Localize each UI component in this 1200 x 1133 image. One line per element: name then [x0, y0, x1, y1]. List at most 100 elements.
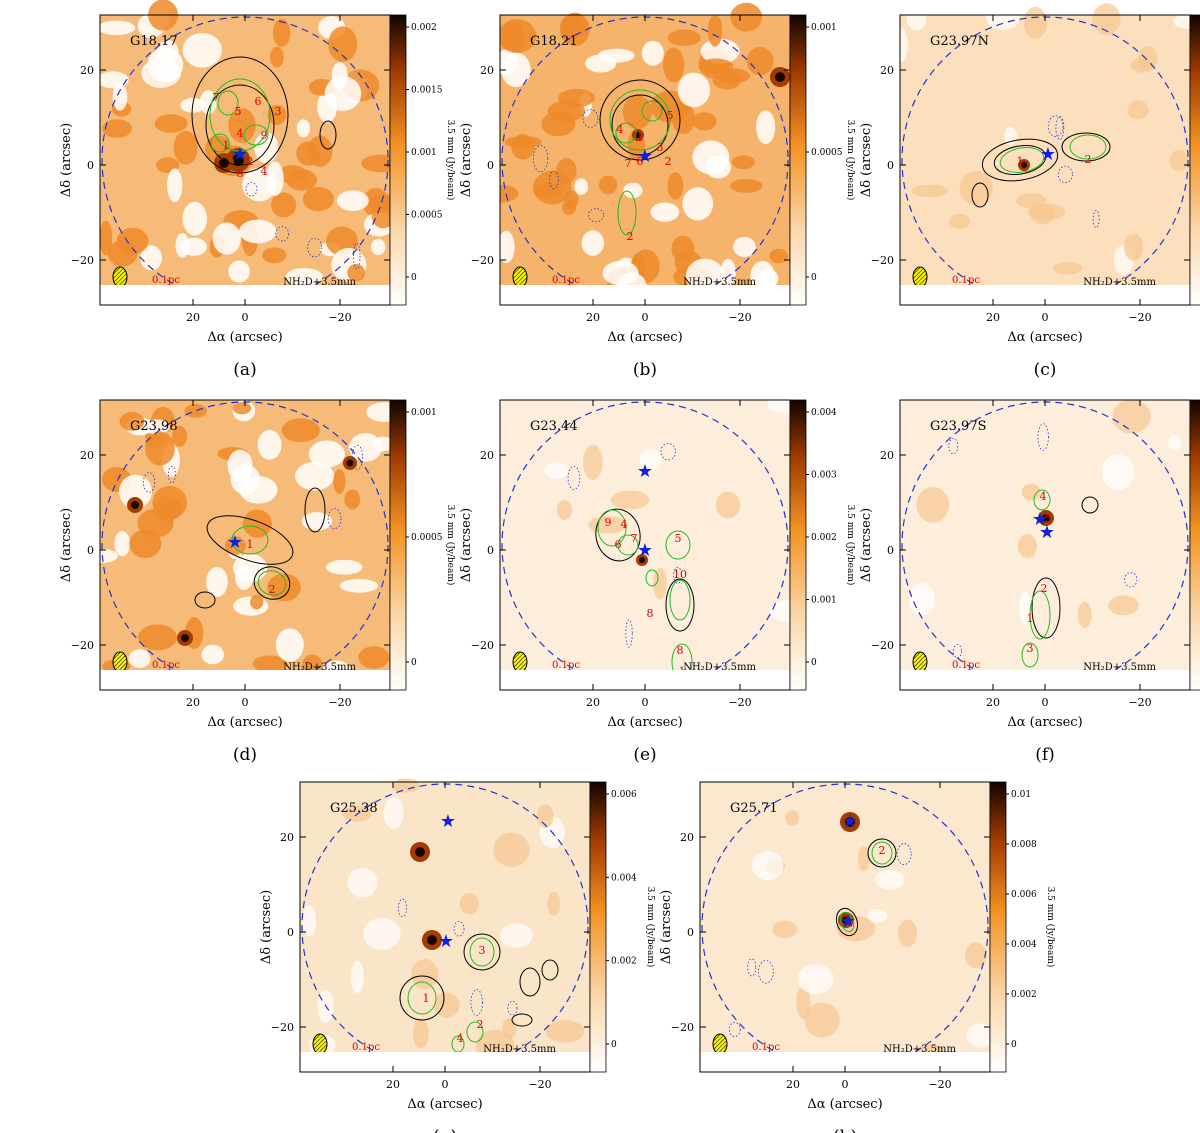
- negative-contour: [1124, 572, 1138, 588]
- star-marker: ★: [637, 540, 653, 561]
- nh2d-contour: [1081, 496, 1099, 514]
- core-label: 1: [844, 914, 851, 927]
- source-name: G23.44: [530, 419, 578, 434]
- core-label: 2: [1085, 153, 1092, 166]
- y-tick-label: 20: [480, 449, 494, 462]
- panel-e: 9 476 5 10 8 1 8 ★ ★ 0.1pc NH₂D+3.5mm G23.44 20 0 −20 2…: [459, 394, 856, 765]
- colorbar: [589, 781, 607, 1073]
- panel-caption: (h): [833, 1127, 857, 1133]
- core-label: 3: [1027, 642, 1034, 655]
- x-axis-label: Δα (arcsec): [207, 715, 282, 730]
- y-axis-label: Δδ (arcsec): [59, 508, 74, 582]
- emission-blob: [119, 412, 145, 431]
- colorbar-tick-label: 0: [811, 273, 817, 283]
- emission-blob: [347, 264, 366, 282]
- emission-blob: [366, 402, 390, 422]
- emission-blob: [908, 582, 935, 616]
- star-marker: ★: [440, 811, 456, 832]
- emission-blob: [476, 1029, 515, 1052]
- mm-contour: [609, 89, 671, 151]
- y-tick-label: 0: [887, 544, 894, 557]
- colorbar-tick-label: 0: [611, 1040, 617, 1050]
- emission-blob: [242, 509, 272, 538]
- emission-texture: [900, 3, 1190, 275]
- emission-blob: [544, 287, 577, 300]
- negative-contour: [896, 843, 912, 865]
- emission-blob: [172, 425, 188, 447]
- nh2d-contour: [541, 959, 559, 981]
- emission-blob: [493, 832, 530, 867]
- emission-blob: [102, 119, 132, 138]
- nh2d-contour: [463, 933, 501, 971]
- star-marker: ★: [1039, 522, 1055, 543]
- x-tick-label: −20: [1128, 696, 1151, 709]
- emission-blob: [175, 233, 190, 258]
- emission-blob: [1101, 454, 1135, 491]
- emission-blob: [272, 18, 291, 47]
- overlay-label: NH₂D+3.5mm: [1083, 662, 1156, 673]
- emission-blob: [536, 804, 554, 829]
- beam-ellipse: [912, 266, 928, 285]
- emission-blob: [581, 230, 605, 256]
- colorbar-label: 3.5 mm (Jy/beam): [845, 505, 856, 586]
- nh2d-contour: [1061, 132, 1111, 162]
- emission-texture: [751, 810, 990, 1052]
- emission-blob: [184, 403, 207, 418]
- emission-peak-core: [131, 501, 139, 509]
- core-label: 6: [637, 155, 644, 168]
- emission-blob: [307, 135, 333, 167]
- core-label: 2: [627, 230, 634, 243]
- emission-blob: [558, 88, 595, 108]
- panel-g: 3 1 24 ★ ★ 0.1pc NH₂D+3.5mm G25.38 20 0 −20 20 0 −20 Δ…: [259, 778, 656, 1133]
- core-label: 3: [657, 141, 664, 154]
- negative-contour: [453, 920, 465, 937]
- emission-blob: [338, 1057, 359, 1079]
- emission-blob: [228, 108, 256, 143]
- emission-blob: [544, 462, 569, 479]
- emission-blob: [100, 20, 136, 36]
- emission-blob: [610, 490, 650, 510]
- x-tick-label: 20: [986, 696, 1000, 709]
- colorbar: [989, 781, 1007, 1073]
- core-label: 4: [617, 123, 624, 136]
- colorbar-tick-label: 0.0015: [411, 86, 443, 96]
- emission-blob: [267, 573, 301, 602]
- x-tick-label: 0: [842, 1078, 849, 1091]
- core-label: 1: [637, 131, 644, 144]
- mm-contour: [597, 509, 627, 547]
- emission-blob: [1124, 233, 1144, 261]
- core-label: 5: [675, 532, 682, 545]
- mm-contour: [645, 569, 659, 587]
- emission-blob: [667, 172, 684, 200]
- panel-b: 5 413 7 6 2 2 ★ 0.1pc NH₂D+3.5mm G18.21 20 0 −20 20 0 −…: [459, 2, 856, 380]
- emission-blob: [489, 293, 513, 311]
- negative-contour: [143, 472, 156, 493]
- emission-blob: [682, 187, 714, 221]
- star-marker: ★: [1032, 509, 1048, 530]
- emission-blob: [107, 240, 138, 267]
- mm-contour: [669, 579, 691, 621]
- emission-blob: [1017, 533, 1037, 559]
- colorbar-tick-label: 0.0005: [411, 211, 443, 221]
- scale-bar-label: 0.1pc: [952, 275, 980, 286]
- emission-blob: [275, 628, 304, 662]
- nh2d-contour: [1031, 577, 1061, 639]
- emission-peak-core: [219, 158, 229, 168]
- colorbar-tick-label: 0.004: [611, 873, 637, 883]
- nh2d-contour: [519, 967, 541, 997]
- plot-area-b: 5 413 7 6 2 2 ★ 0.1pc NH₂D+3.5mm G18.21: [489, 2, 790, 311]
- emission-blob: [140, 245, 163, 271]
- emission-blob: [322, 660, 352, 670]
- nh2d-contour: [981, 138, 1059, 182]
- mm-contour: [641, 100, 663, 122]
- y-tick-label: −20: [671, 1021, 694, 1034]
- emission-blob: [358, 646, 390, 669]
- colorbar-tick-label: 0.001: [411, 408, 437, 418]
- nh2d-contour: [867, 838, 897, 868]
- nh2d-contour: [835, 907, 859, 937]
- emission-blob: [411, 959, 439, 989]
- emission-blob: [129, 529, 162, 559]
- panel-caption: (d): [233, 745, 257, 765]
- emission-blob: [916, 487, 950, 523]
- mm-contour: [999, 147, 1045, 173]
